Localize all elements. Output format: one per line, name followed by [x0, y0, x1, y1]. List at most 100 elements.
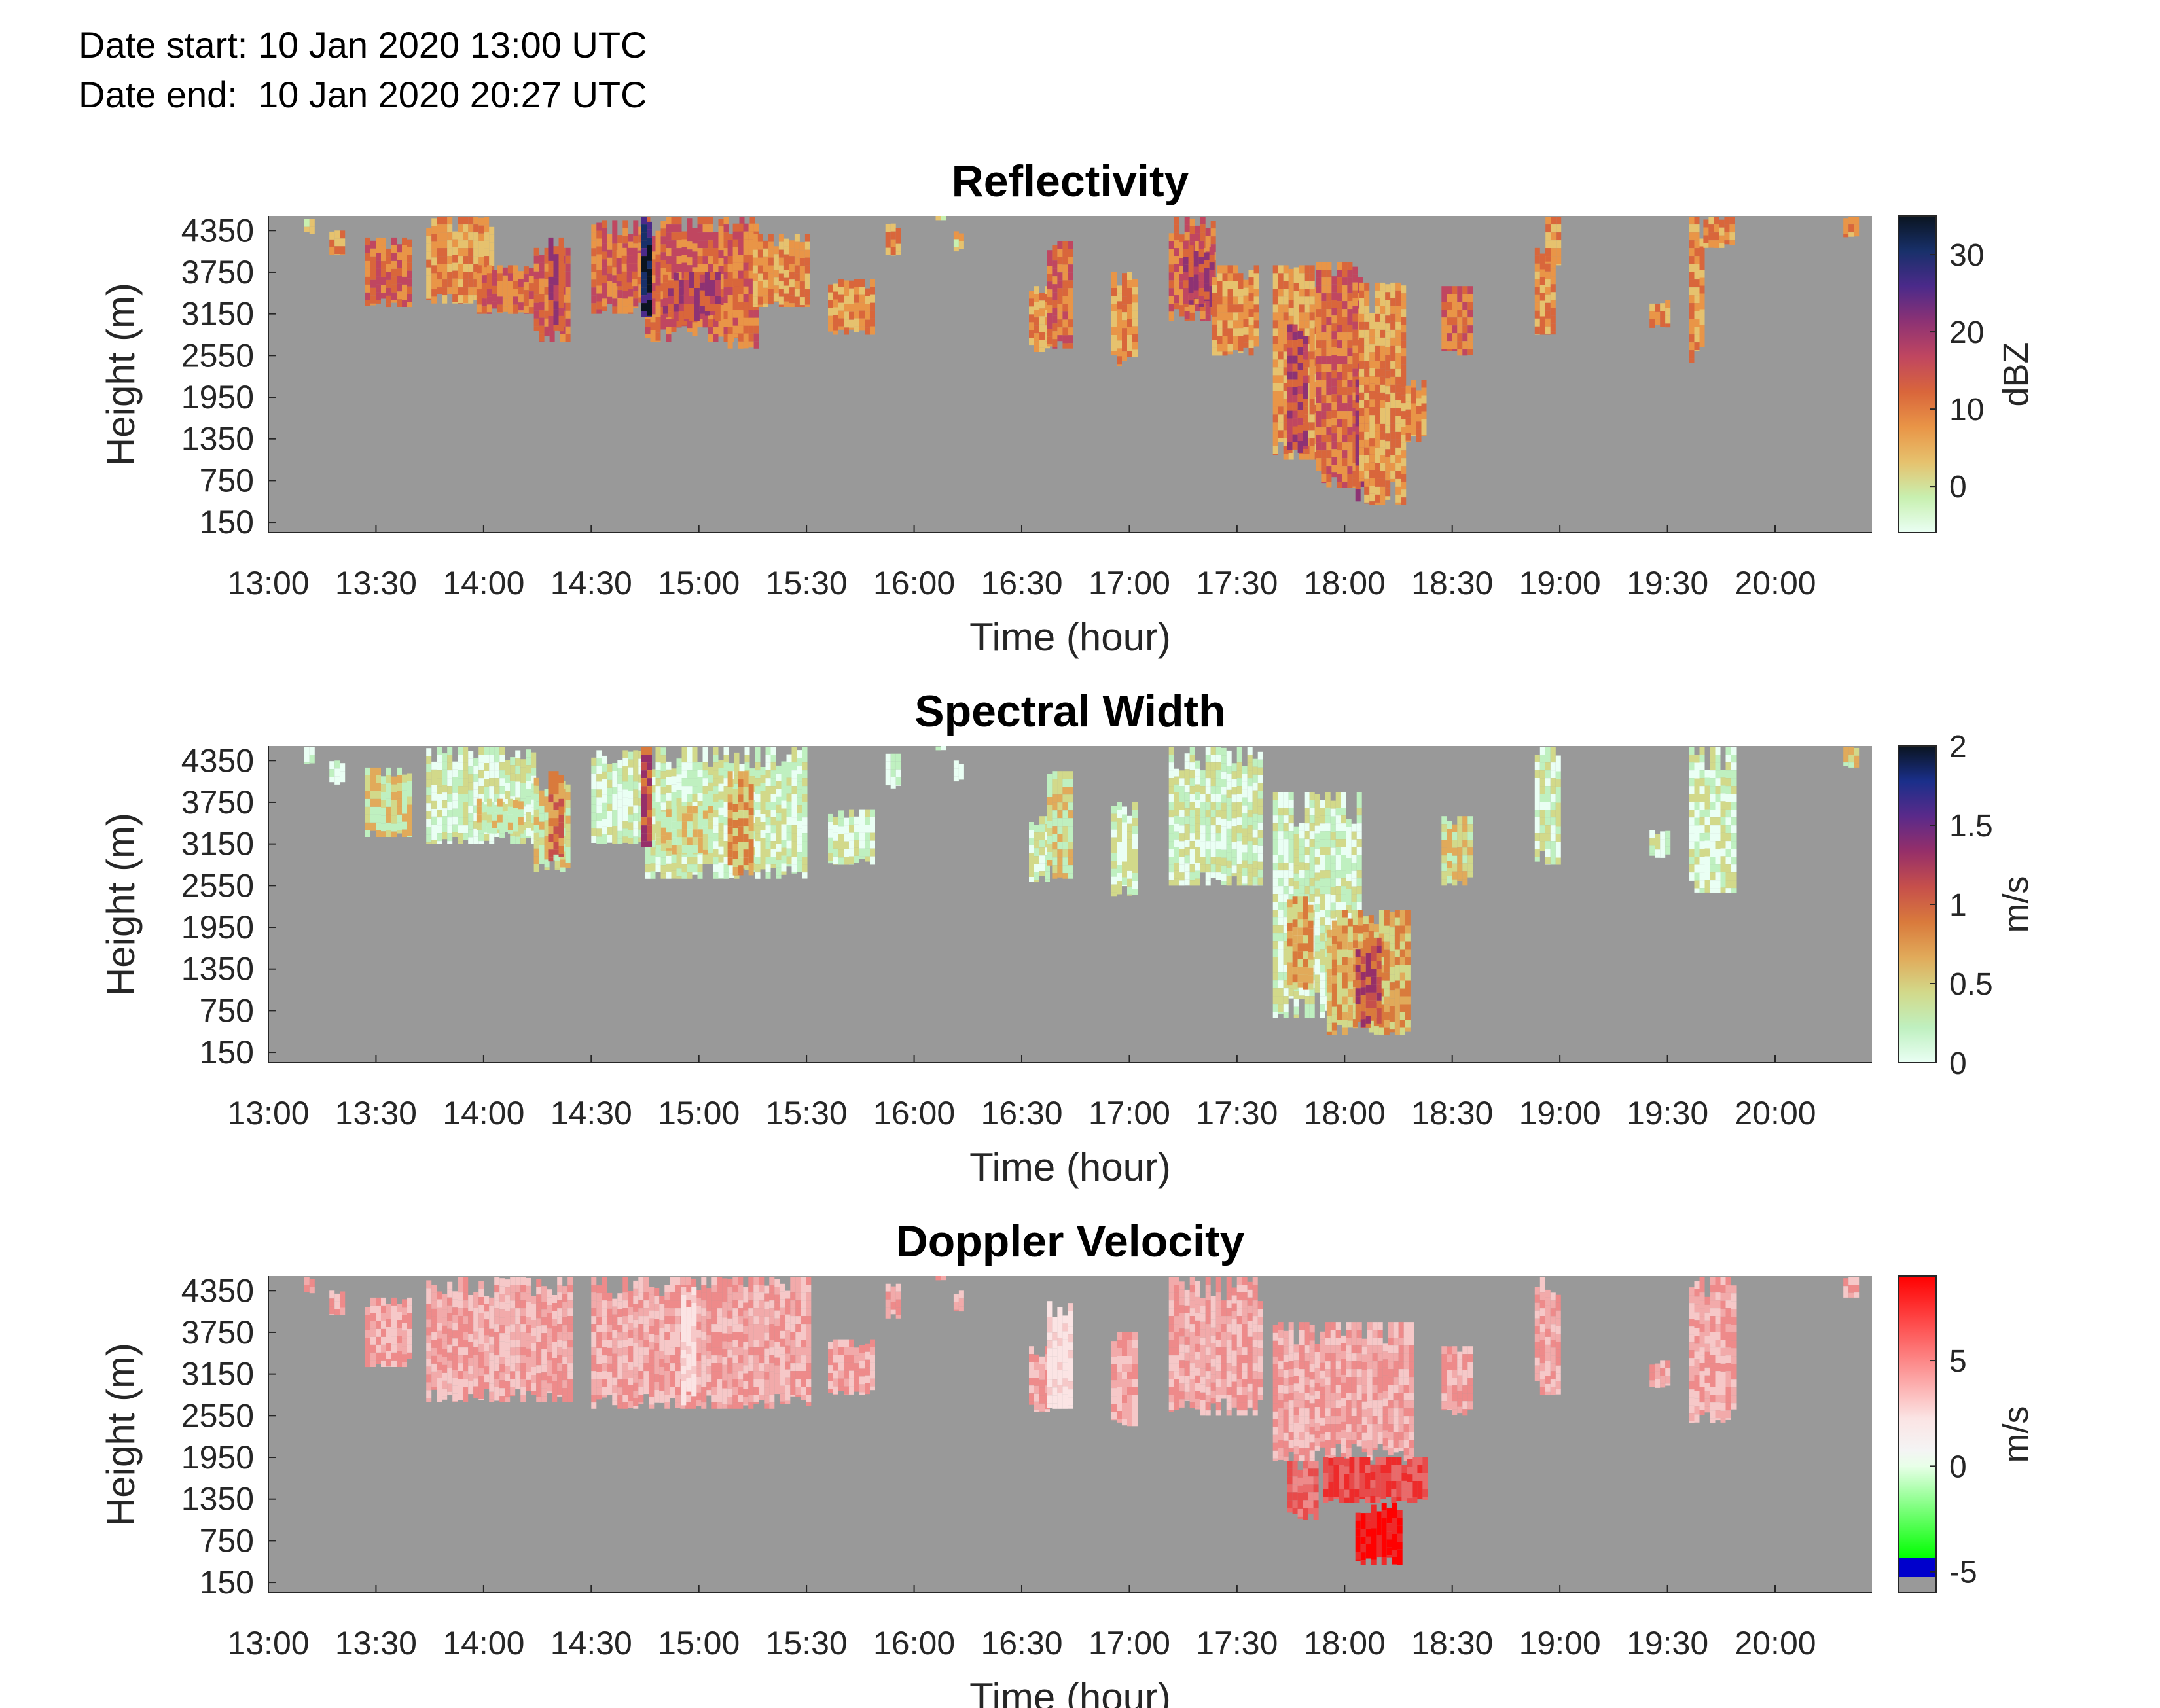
- echo-cell: [426, 1277, 573, 1402]
- echo-cell: [1272, 1322, 1414, 1461]
- echo-layer: [304, 1276, 1860, 1565]
- echo-cell: [1272, 792, 1362, 1018]
- colorbar-tick-label: 0: [1949, 1450, 1967, 1484]
- echo-cell: [828, 809, 875, 865]
- x-tick-label: 20:00: [1734, 1625, 1816, 1662]
- echo-cell: [1534, 1277, 1561, 1395]
- echo-cell: [828, 1339, 875, 1395]
- echo-cell: [365, 1297, 412, 1368]
- x-tick-label: 15:30: [766, 1095, 848, 1131]
- echo-cell: [1405, 380, 1427, 442]
- colorbar-tick-label: 2: [1949, 730, 1967, 764]
- echo-cell: [1029, 1346, 1050, 1412]
- x-tick-label: 18:30: [1411, 1095, 1493, 1131]
- x-tick-label: 16:30: [981, 1095, 1062, 1131]
- x-tick-label: 16:00: [873, 565, 955, 601]
- date-end-label: Date end: 10 Jan 2020 20:27 UTC: [79, 74, 647, 115]
- y-tick-label: 1950: [181, 379, 254, 416]
- echo-cell: [953, 760, 964, 782]
- echo-cell: [365, 767, 412, 838]
- y-tick-label: 3150: [181, 1356, 254, 1393]
- echo-cell: [1029, 816, 1050, 883]
- echo-cell: [1111, 1332, 1138, 1427]
- y-tick-label: 4350: [181, 212, 254, 249]
- echo-cell: [1703, 217, 1735, 248]
- x-tick-label: 17:00: [1089, 1095, 1170, 1131]
- y-tick-label: 1350: [181, 1481, 254, 1518]
- echo-cell: [935, 1276, 946, 1281]
- echo-cell: [1355, 937, 1382, 1028]
- echo-cell: [885, 753, 901, 789]
- x-tick-label: 19:00: [1519, 1625, 1601, 1662]
- echo-cell: [304, 1277, 315, 1294]
- x-tick-label: 14:00: [442, 1095, 524, 1131]
- colorbar-tick-label: 5: [1949, 1344, 1967, 1379]
- echo-cell: [548, 771, 564, 862]
- y-tick-label: 2550: [181, 867, 254, 904]
- y-axis-label: Height (m): [99, 283, 143, 466]
- x-axis-label: Time (hour): [969, 1675, 1171, 1708]
- x-tick-label: 17:00: [1089, 1625, 1170, 1662]
- echo-cell: [953, 231, 964, 252]
- x-tick-label: 17:30: [1196, 1625, 1278, 1662]
- x-tick-label: 18:00: [1304, 565, 1386, 601]
- colorbar: 0 0.5 1 1.5 2 m/s: [1898, 730, 2036, 1081]
- colorbar-tick-label: 30: [1949, 238, 1984, 273]
- y-tick-label: 750: [200, 1522, 254, 1559]
- y-tick-label: 750: [200, 462, 254, 499]
- echo-cell: [1168, 747, 1263, 886]
- echo-layer: [304, 746, 1860, 1035]
- y-tick-label: 3750: [181, 254, 254, 291]
- x-tick-label: 14:30: [550, 565, 632, 601]
- x-tick-label: 13:00: [227, 1625, 309, 1662]
- echo-cell: [1649, 300, 1671, 328]
- y-tick-label: 3750: [181, 1314, 254, 1351]
- x-tick-label: 16:30: [981, 565, 1062, 601]
- x-tick-label: 18:30: [1411, 1625, 1493, 1662]
- panel-2: Doppler Velocity 13:00 13:30 14:00 14:30 15:0…: [99, 1217, 2036, 1708]
- echo-cell: [1843, 747, 1860, 768]
- colorbar-fill: [1898, 1275, 1937, 1593]
- echo-cell: [591, 1277, 812, 1409]
- echo-cell: [885, 223, 901, 256]
- echo-cell: [885, 1283, 901, 1319]
- echo-cell: [1111, 802, 1138, 897]
- colorbar: 0 10 20 30 dBZ: [1898, 215, 2036, 533]
- echo-cell: [1047, 241, 1073, 349]
- echo-cell: [1689, 217, 1705, 363]
- colorbar-tick-label: 0: [1949, 1046, 1967, 1081]
- echo-cell: [304, 747, 315, 764]
- echo-cell: [329, 230, 346, 255]
- echo-cell: [1359, 282, 1407, 505]
- echo-cell: [1843, 1277, 1860, 1298]
- colorbar-label: m/s: [1996, 876, 2036, 933]
- x-tick-label: 18:00: [1304, 1095, 1386, 1131]
- echo-cell: [641, 217, 652, 317]
- echo-cell: [681, 1287, 697, 1406]
- echo-cell: [1111, 272, 1138, 366]
- x-tick-label: 14:00: [442, 1625, 524, 1662]
- echo-cell: [1047, 771, 1073, 879]
- y-tick-label: 150: [200, 504, 254, 541]
- y-tick-label: 1350: [181, 421, 254, 457]
- echo-cell: [365, 237, 412, 308]
- x-tick-label: 18:30: [1411, 565, 1493, 601]
- y-tick-label: 1950: [181, 1439, 254, 1476]
- echo-cell: [828, 279, 875, 335]
- colorbar-tick-label: 10: [1949, 393, 1984, 427]
- x-axis-label: Time (hour): [969, 1145, 1171, 1189]
- x-axis-label: Time (hour): [969, 615, 1171, 659]
- panel-title: Doppler Velocity: [896, 1217, 1245, 1266]
- y-tick-label: 750: [200, 992, 254, 1029]
- echo-cell: [591, 750, 649, 844]
- date-start-label: Date start: 10 Jan 2020 13:00 UTC: [79, 24, 647, 65]
- echo-cell: [476, 798, 524, 834]
- echo-cell: [1183, 241, 1215, 307]
- x-tick-label: 16:00: [873, 1095, 955, 1131]
- x-tick-label: 13:00: [227, 565, 309, 601]
- echo-cell: [1649, 830, 1671, 858]
- x-tick-label: 13:30: [335, 1095, 417, 1131]
- colorbar-tick-label: 20: [1949, 315, 1984, 350]
- echo-cell: [1287, 324, 1308, 453]
- echo-cell: [1649, 1360, 1671, 1388]
